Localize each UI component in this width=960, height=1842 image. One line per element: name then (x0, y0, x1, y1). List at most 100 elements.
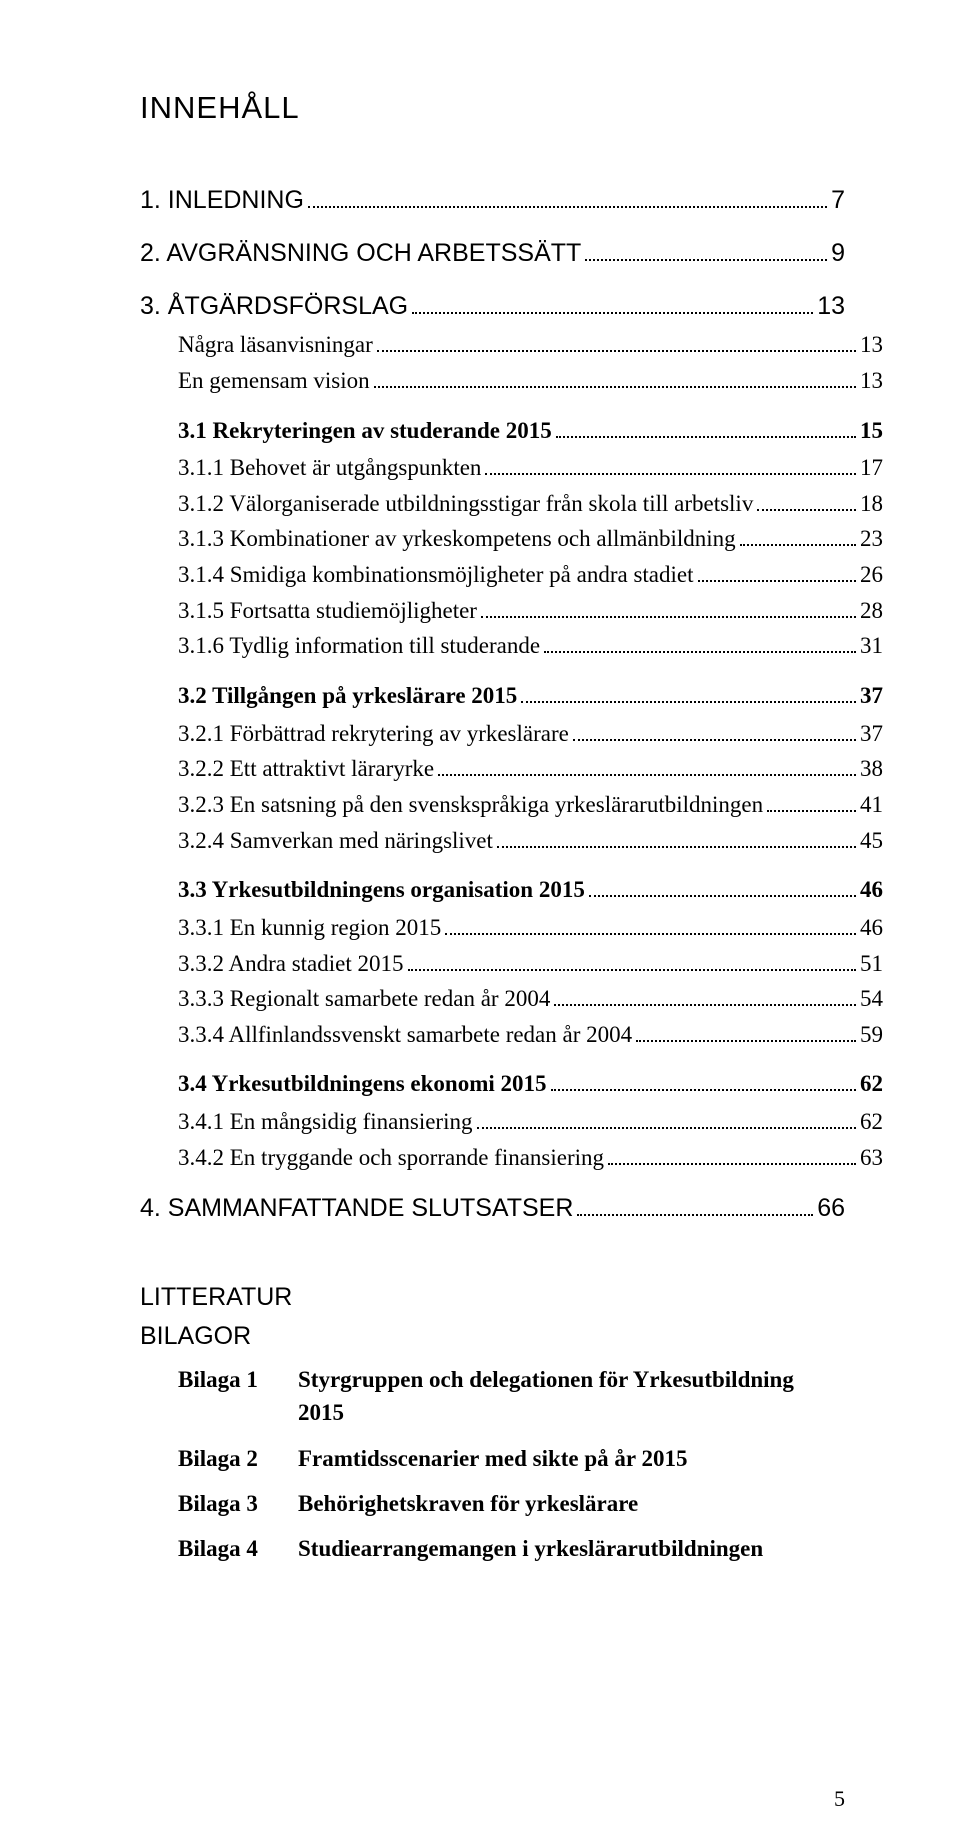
toc-leader-dots (585, 236, 827, 261)
toc-entry: 3.3.4 Allfinlandssvenskt samarbete redan… (140, 1017, 883, 1053)
toc-entry: 3.1.6 Tydlig information till studerande… (140, 628, 883, 664)
toc-page: 46 (860, 872, 883, 908)
toc-page: 66 (817, 1189, 845, 1228)
toc-leader-dots (445, 912, 856, 935)
bilaga-item: Bilaga 1Styrgruppen och delegationen för… (140, 1363, 845, 1430)
toc-leader-dots (698, 559, 857, 582)
toc-page: 13 (860, 327, 883, 363)
toc-entry: 3.1.4 Smidiga kombinationsmöjligheter på… (140, 557, 883, 593)
toc-page: 15 (860, 413, 883, 449)
toc-leader-dots (521, 680, 856, 703)
toc-page: 54 (860, 981, 883, 1017)
bilaga-key: Bilaga 4 (178, 1532, 298, 1565)
toc-entry: 3. ÅTGÄRDSFÖRSLAG13 (140, 287, 845, 326)
toc-page: 62 (860, 1066, 883, 1102)
toc-entry: 3.1.1 Behovet är utgångspunkten17 (140, 450, 883, 486)
toc-page: 9 (831, 234, 845, 273)
toc-label: En gemensam vision (178, 363, 370, 399)
page-title: INNEHÅLL (140, 90, 845, 126)
toc-entry: 3.2.3 En satsning på den svenskspråkiga … (140, 787, 883, 823)
toc-entry: 2. AVGRÄNSNING OCH ARBETSSÄTT 9 (140, 234, 845, 273)
toc-entry: 3.1.3 Kombinationer av yrkeskompetens oc… (140, 521, 883, 557)
toc-label: 3.1.6 Tydlig information till studerande (178, 628, 540, 664)
toc-leader-dots (497, 825, 856, 848)
page-number: 5 (834, 1786, 845, 1812)
toc-label: 3.3.2 Andra stadiet 2015 (178, 946, 404, 982)
toc-leader-dots (477, 1106, 857, 1129)
toc-leader-dots (573, 718, 856, 741)
toc-page: 63 (860, 1140, 883, 1176)
toc-entry: 3.4.1 En mångsidig finansiering 62 (140, 1104, 883, 1140)
toc-leader-dots (544, 631, 856, 654)
toc-page: 13 (817, 287, 845, 326)
bilagor-list: Bilaga 1Styrgruppen och delegationen för… (140, 1363, 845, 1566)
toc-label: 3.1 Rekryteringen av studerande 2015 (178, 413, 552, 449)
toc-leader-dots (308, 184, 827, 209)
toc-page: 26 (860, 557, 883, 593)
toc-label: 3.2.2 Ett attraktivt läraryrke (178, 751, 434, 787)
toc-page: 17 (860, 450, 883, 486)
bilaga-description: Studiearrangemangen i yrkeslärarutbildni… (298, 1532, 845, 1565)
toc-label: 3.1.5 Fortsatta studiemöjligheter (178, 593, 477, 629)
toc-entry: Några läsanvisningar13 (140, 327, 883, 363)
toc-leader-dots (636, 1019, 856, 1042)
toc-label: 3.1.2 Välorganiserade utbildningsstigar … (178, 486, 753, 522)
toc-entry: 3.2.4 Samverkan med näringslivet45 (140, 823, 883, 859)
toc-leader-dots (412, 289, 813, 314)
toc-entry: 3.1.2 Välorganiserade utbildningsstigar … (140, 486, 883, 522)
toc-page: 45 (860, 823, 883, 859)
toc-label: 2. AVGRÄNSNING OCH ARBETSSÄTT (140, 234, 581, 273)
bilaga-item: Bilaga 2Framtidsscenarier med sikte på å… (140, 1442, 845, 1475)
toc-page: 18 (860, 486, 883, 522)
toc-label: 3.4.2 En tryggande och sporrande finansi… (178, 1140, 604, 1176)
toc-leader-dots (577, 1192, 813, 1217)
toc-entry: 3.4 Yrkesutbildningens ekonomi 201562 (140, 1066, 883, 1102)
toc-entry: 3.3.2 Andra stadiet 201551 (140, 946, 883, 982)
toc-leader-dots (377, 330, 856, 353)
toc-entry: 3.4.2 En tryggande och sporrande finansi… (140, 1140, 883, 1176)
toc-leader-dots (554, 983, 856, 1006)
toc-label: 3.3 Yrkesutbildningens organisation 2015 (178, 872, 585, 908)
toc-label: 3.4.1 En mångsidig finansiering (178, 1104, 473, 1140)
toc-page: 38 (860, 751, 883, 787)
table-of-contents: 1. INLEDNING 7 2. AVGRÄNSNING OCH ARBETSSÄ… (140, 181, 845, 1228)
bilaga-key: Bilaga 1 (178, 1363, 298, 1430)
toc-label: 3.2.1 Förbättrad rekrytering av yrkeslär… (178, 716, 569, 752)
toc-page: 31 (860, 628, 883, 664)
toc-label: 1. INLEDNING (140, 181, 304, 220)
bilaga-key: Bilaga 3 (178, 1487, 298, 1520)
toc-leader-dots (608, 1142, 856, 1165)
toc-leader-dots (767, 789, 856, 812)
toc-page: 59 (860, 1017, 883, 1053)
toc-label: 3.1.3 Kombinationer av yrkeskompetens oc… (178, 521, 736, 557)
bilaga-description: Behörighetskraven för yrkeslärare (298, 1487, 845, 1520)
toc-page: 7 (831, 181, 845, 220)
toc-entry: 3.2.1 Förbättrad rekrytering av yrkeslär… (140, 716, 883, 752)
toc-label: 3.1.4 Smidiga kombinationsmöjligheter på… (178, 557, 694, 593)
toc-page: 46 (860, 910, 883, 946)
bilagor-heading: BILAGOR (140, 1322, 845, 1351)
toc-label: 4. SAMMANFATTANDE SLUTSATSER (140, 1189, 573, 1228)
toc-leader-dots (481, 595, 856, 618)
toc-entry: 3.1 Rekryteringen av studerande 2015 15 (140, 413, 883, 449)
toc-entry: 1. INLEDNING 7 (140, 181, 845, 220)
toc-page: 13 (860, 363, 883, 399)
bilaga-description: Styrgruppen och delegationen för Yrkesut… (298, 1363, 845, 1430)
toc-entry: 3.3 Yrkesutbildningens organisation 2015… (140, 872, 883, 908)
toc-leader-dots (757, 488, 856, 511)
toc-entry: 4. SAMMANFATTANDE SLUTSATSER 66 (140, 1189, 845, 1228)
toc-page: 62 (860, 1104, 883, 1140)
toc-page: 37 (860, 678, 883, 714)
bilaga-item: Bilaga 3Behörighetskraven för yrkeslärar… (140, 1487, 845, 1520)
toc-entry: En gemensam vision 13 (140, 363, 883, 399)
toc-leader-dots (485, 452, 856, 475)
document-page: INNEHÅLL 1. INLEDNING 7 2. AVGRÄNSNING OCH… (0, 0, 960, 1842)
toc-leader-dots (374, 365, 856, 388)
toc-label: 3.3.3 Regionalt samarbete redan år 2004 (178, 981, 550, 1017)
toc-label: 3.3.4 Allfinlandssvenskt samarbete redan… (178, 1017, 632, 1053)
toc-leader-dots (740, 524, 856, 547)
toc-page: 23 (860, 521, 883, 557)
bilaga-description: Framtidsscenarier med sikte på år 2015 (298, 1442, 845, 1475)
toc-page: 37 (860, 716, 883, 752)
toc-leader-dots (438, 754, 856, 777)
